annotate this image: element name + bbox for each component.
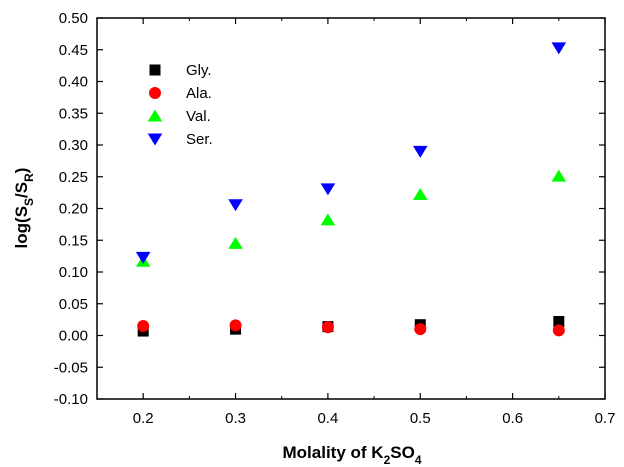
x-tick-label: 0.4 xyxy=(317,410,338,427)
y-tick-label: 0.10 xyxy=(59,264,88,281)
data-point-ala xyxy=(414,323,427,336)
legend-label-ala: Ala. xyxy=(186,85,212,102)
data-point-ala xyxy=(552,324,565,337)
y-tick-label: 0.25 xyxy=(59,169,88,186)
x-tick-label: 0.7 xyxy=(595,410,616,427)
data-point-ala xyxy=(137,319,150,332)
y-tick-label: 0.50 xyxy=(59,10,88,27)
y-tick-label: 0.00 xyxy=(59,328,88,345)
x-tick-label: 0.5 xyxy=(410,410,431,427)
legend-label-val: Val. xyxy=(186,108,211,125)
legend-label-ser: Ser. xyxy=(186,131,213,148)
data-point-ser xyxy=(320,183,336,196)
data-point-ser xyxy=(551,42,567,55)
y-tick-label: 0.45 xyxy=(59,42,88,59)
y-tick-label: 0.35 xyxy=(59,105,88,122)
data-markers xyxy=(135,42,567,337)
data-point-ala xyxy=(229,319,242,332)
data-point-ser xyxy=(412,145,428,158)
legend-marker-val xyxy=(147,109,163,122)
x-tick-label: 0.6 xyxy=(502,410,523,427)
data-point-ser xyxy=(228,199,243,212)
data-point-val xyxy=(412,188,428,201)
data-point-gly xyxy=(553,316,565,328)
data-point-ala xyxy=(321,321,334,334)
y-tick-label: 0.05 xyxy=(59,296,88,313)
y-tick-label: 0.40 xyxy=(59,74,88,91)
y-tick-label: -0.10 xyxy=(54,391,88,408)
y-tick-label: 0.20 xyxy=(59,201,88,218)
legend-marker-gly xyxy=(149,64,161,76)
x-tick-label: 0.2 xyxy=(133,410,154,427)
legend-label-gly: Gly. xyxy=(186,62,212,79)
x-axis-title: Molality of K2SO4 xyxy=(283,443,422,467)
data-point-val xyxy=(320,213,336,226)
data-point-val xyxy=(551,169,567,182)
legend-marker-ser xyxy=(147,133,163,146)
data-point-val xyxy=(228,236,243,249)
data-point-ser xyxy=(135,251,151,264)
y-axis-title: log(SS/SR) xyxy=(12,168,36,249)
plot-frame xyxy=(96,17,606,400)
y-tick-label: 0.30 xyxy=(59,137,88,154)
y-tick-label: -0.05 xyxy=(54,359,88,376)
y-tick-label: 0.15 xyxy=(59,232,88,249)
x-tick-label: 0.3 xyxy=(225,410,246,427)
legend-marker-ala xyxy=(149,87,161,99)
axis-ticks: 0.2 0.3 0.4 0.5 0.6 0.7 -0.10 -0.05 0.00 0.05 0.10… xyxy=(54,10,616,427)
legend: Gly. Ala. Val. Ser. xyxy=(147,62,213,148)
